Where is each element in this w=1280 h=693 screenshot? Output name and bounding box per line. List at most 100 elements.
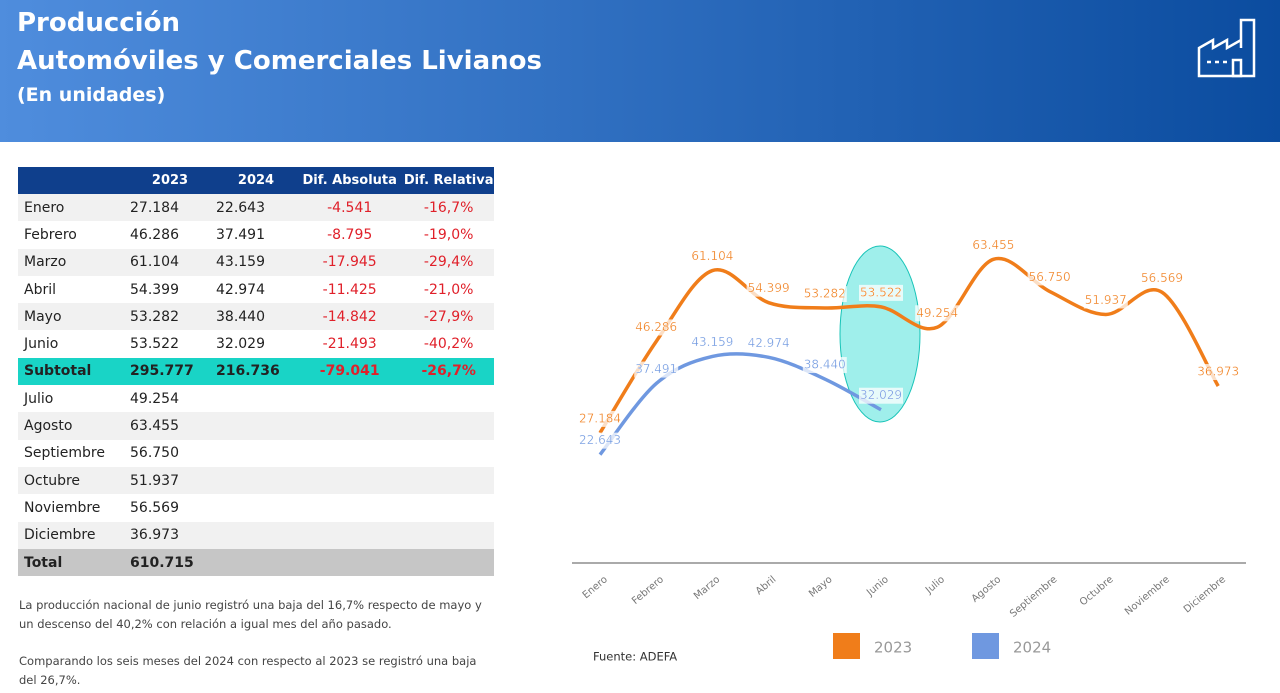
data-label: 38.440 bbox=[804, 358, 846, 372]
table-cell: -4.541 bbox=[296, 194, 398, 222]
label-bg bbox=[746, 335, 791, 352]
table-cell bbox=[296, 440, 397, 467]
table-cell bbox=[397, 385, 494, 412]
x-tick-label: Febrero bbox=[630, 574, 666, 607]
table-row: Septiembre 56.750 bbox=[18, 440, 494, 467]
series-line bbox=[598, 352, 882, 456]
table-row: Julio 49.254 bbox=[18, 385, 494, 412]
table-row: Octubre 51.937 bbox=[18, 466, 494, 495]
label-bg bbox=[802, 286, 847, 303]
table-cell: 216.736 bbox=[210, 357, 296, 386]
table-row: Mayo 53.282 38.440 -14.842 -27,9% bbox=[18, 303, 494, 331]
x-tick-label: Enero bbox=[581, 574, 610, 601]
table-cell: Febrero bbox=[24, 226, 77, 243]
header-cell bbox=[18, 167, 124, 194]
label-bg bbox=[1140, 270, 1184, 287]
table-row: Abril 54.399 42.974 -11.425 -21,0% bbox=[18, 276, 494, 303]
table-cell bbox=[296, 412, 398, 440]
table-cell: -27,9% bbox=[397, 303, 494, 331]
label-bg bbox=[915, 305, 960, 322]
table-cell: 51.937 bbox=[124, 466, 210, 495]
table-cell: 53.282 bbox=[124, 303, 210, 331]
label-bg bbox=[859, 387, 903, 404]
table-row: Total 610.715 bbox=[18, 548, 494, 577]
data-label: 32.029 bbox=[860, 388, 902, 402]
table-cell: -21,0% bbox=[423, 281, 474, 298]
label-bg bbox=[859, 284, 903, 301]
table-cell bbox=[397, 412, 494, 440]
data-label: 53.282 bbox=[804, 287, 846, 301]
table-cell: 54.399 bbox=[130, 281, 179, 298]
label-bg bbox=[1027, 269, 1072, 286]
header-cell: 2024 bbox=[210, 167, 296, 194]
table-row: Enero 27.184 22.643 -4.541 -16,7% bbox=[18, 194, 494, 222]
table-cell bbox=[296, 494, 397, 521]
data-label: 36.973 bbox=[1197, 365, 1239, 379]
data-label: 27.184 bbox=[579, 411, 621, 425]
table-cell: -16,7% bbox=[397, 194, 494, 222]
label-bg bbox=[578, 432, 622, 449]
data-label: 56.750 bbox=[1029, 270, 1071, 284]
data-label: 49.254 bbox=[916, 306, 958, 320]
label-bg bbox=[1196, 364, 1241, 381]
table-cell: Julio bbox=[24, 390, 54, 407]
title: Producción bbox=[17, 8, 180, 38]
table-cell: -79.041 bbox=[296, 357, 398, 386]
table-cell bbox=[210, 521, 296, 549]
table-cell bbox=[210, 494, 296, 521]
source: Fuente: ADEFA bbox=[593, 650, 677, 664]
x-tick-label: Julio bbox=[923, 574, 947, 597]
table-cell: -17.945 bbox=[296, 248, 398, 276]
table-cell: -19,0% bbox=[423, 226, 474, 243]
table-cell bbox=[397, 548, 494, 577]
table-cell: Enero bbox=[18, 194, 124, 222]
table-cell bbox=[397, 466, 494, 495]
data-label: 51.937 bbox=[1085, 293, 1127, 307]
label-bg bbox=[690, 334, 735, 351]
legend-swatch bbox=[833, 633, 860, 659]
table-cell bbox=[296, 548, 398, 577]
table-cell: 610.715 bbox=[124, 548, 210, 577]
data-label: 22.643 bbox=[579, 433, 621, 447]
note: La producción nacional de junio registró… bbox=[19, 598, 482, 631]
table-cell bbox=[397, 440, 494, 467]
table-cell: 42.974 bbox=[216, 281, 265, 298]
table-cell bbox=[296, 466, 398, 495]
table-cell: Noviembre bbox=[24, 499, 101, 516]
table-cell: -11.425 bbox=[322, 281, 377, 298]
x-tick-label: Noviembre bbox=[1123, 574, 1172, 618]
table-cell: 27.184 bbox=[124, 194, 210, 222]
data-label: 61.104 bbox=[691, 249, 733, 263]
data-label: 43.159 bbox=[691, 335, 733, 349]
label-bg bbox=[690, 248, 735, 265]
table-cell bbox=[210, 440, 296, 467]
table-cell bbox=[397, 521, 494, 549]
table-cell: Agosto bbox=[18, 412, 124, 440]
table-cell bbox=[397, 494, 494, 521]
highlight bbox=[839, 245, 921, 423]
table-cell: 37.491 bbox=[216, 226, 265, 243]
subtitle: Automóviles y Comerciales Livianos bbox=[17, 46, 542, 76]
header-cell: 2023 bbox=[124, 167, 210, 194]
factory-icon bbox=[1197, 18, 1256, 78]
data-label: 53.522 bbox=[860, 285, 902, 299]
banner: Producción Automóviles y Comerciales Liv… bbox=[0, 0, 1280, 142]
x-tick-label: Septiembre bbox=[1008, 574, 1059, 620]
table-cell: Total bbox=[18, 548, 124, 577]
table-cell: Junio bbox=[24, 336, 59, 353]
table-cell: 56.750 bbox=[130, 445, 179, 462]
table-cell: 63.455 bbox=[124, 412, 210, 440]
table-cell: Diciembre bbox=[18, 521, 124, 549]
x-tick-label: Diciembre bbox=[1182, 574, 1228, 615]
label-bg bbox=[634, 361, 679, 378]
table-cell: Mayo bbox=[18, 303, 124, 331]
legend-label: 2024 bbox=[1013, 639, 1051, 657]
table-cell: Septiembre bbox=[24, 445, 105, 462]
legend-label: 2023 bbox=[874, 639, 912, 657]
header-cell: Dif. Absoluta bbox=[296, 167, 398, 194]
table-cell bbox=[296, 385, 397, 412]
x-tick-label: Mayo bbox=[807, 574, 835, 600]
header-row: 2023 2024 Dif. Absoluta Dif. Relativa bbox=[18, 167, 494, 194]
table-cell: 36.973 bbox=[124, 521, 210, 549]
